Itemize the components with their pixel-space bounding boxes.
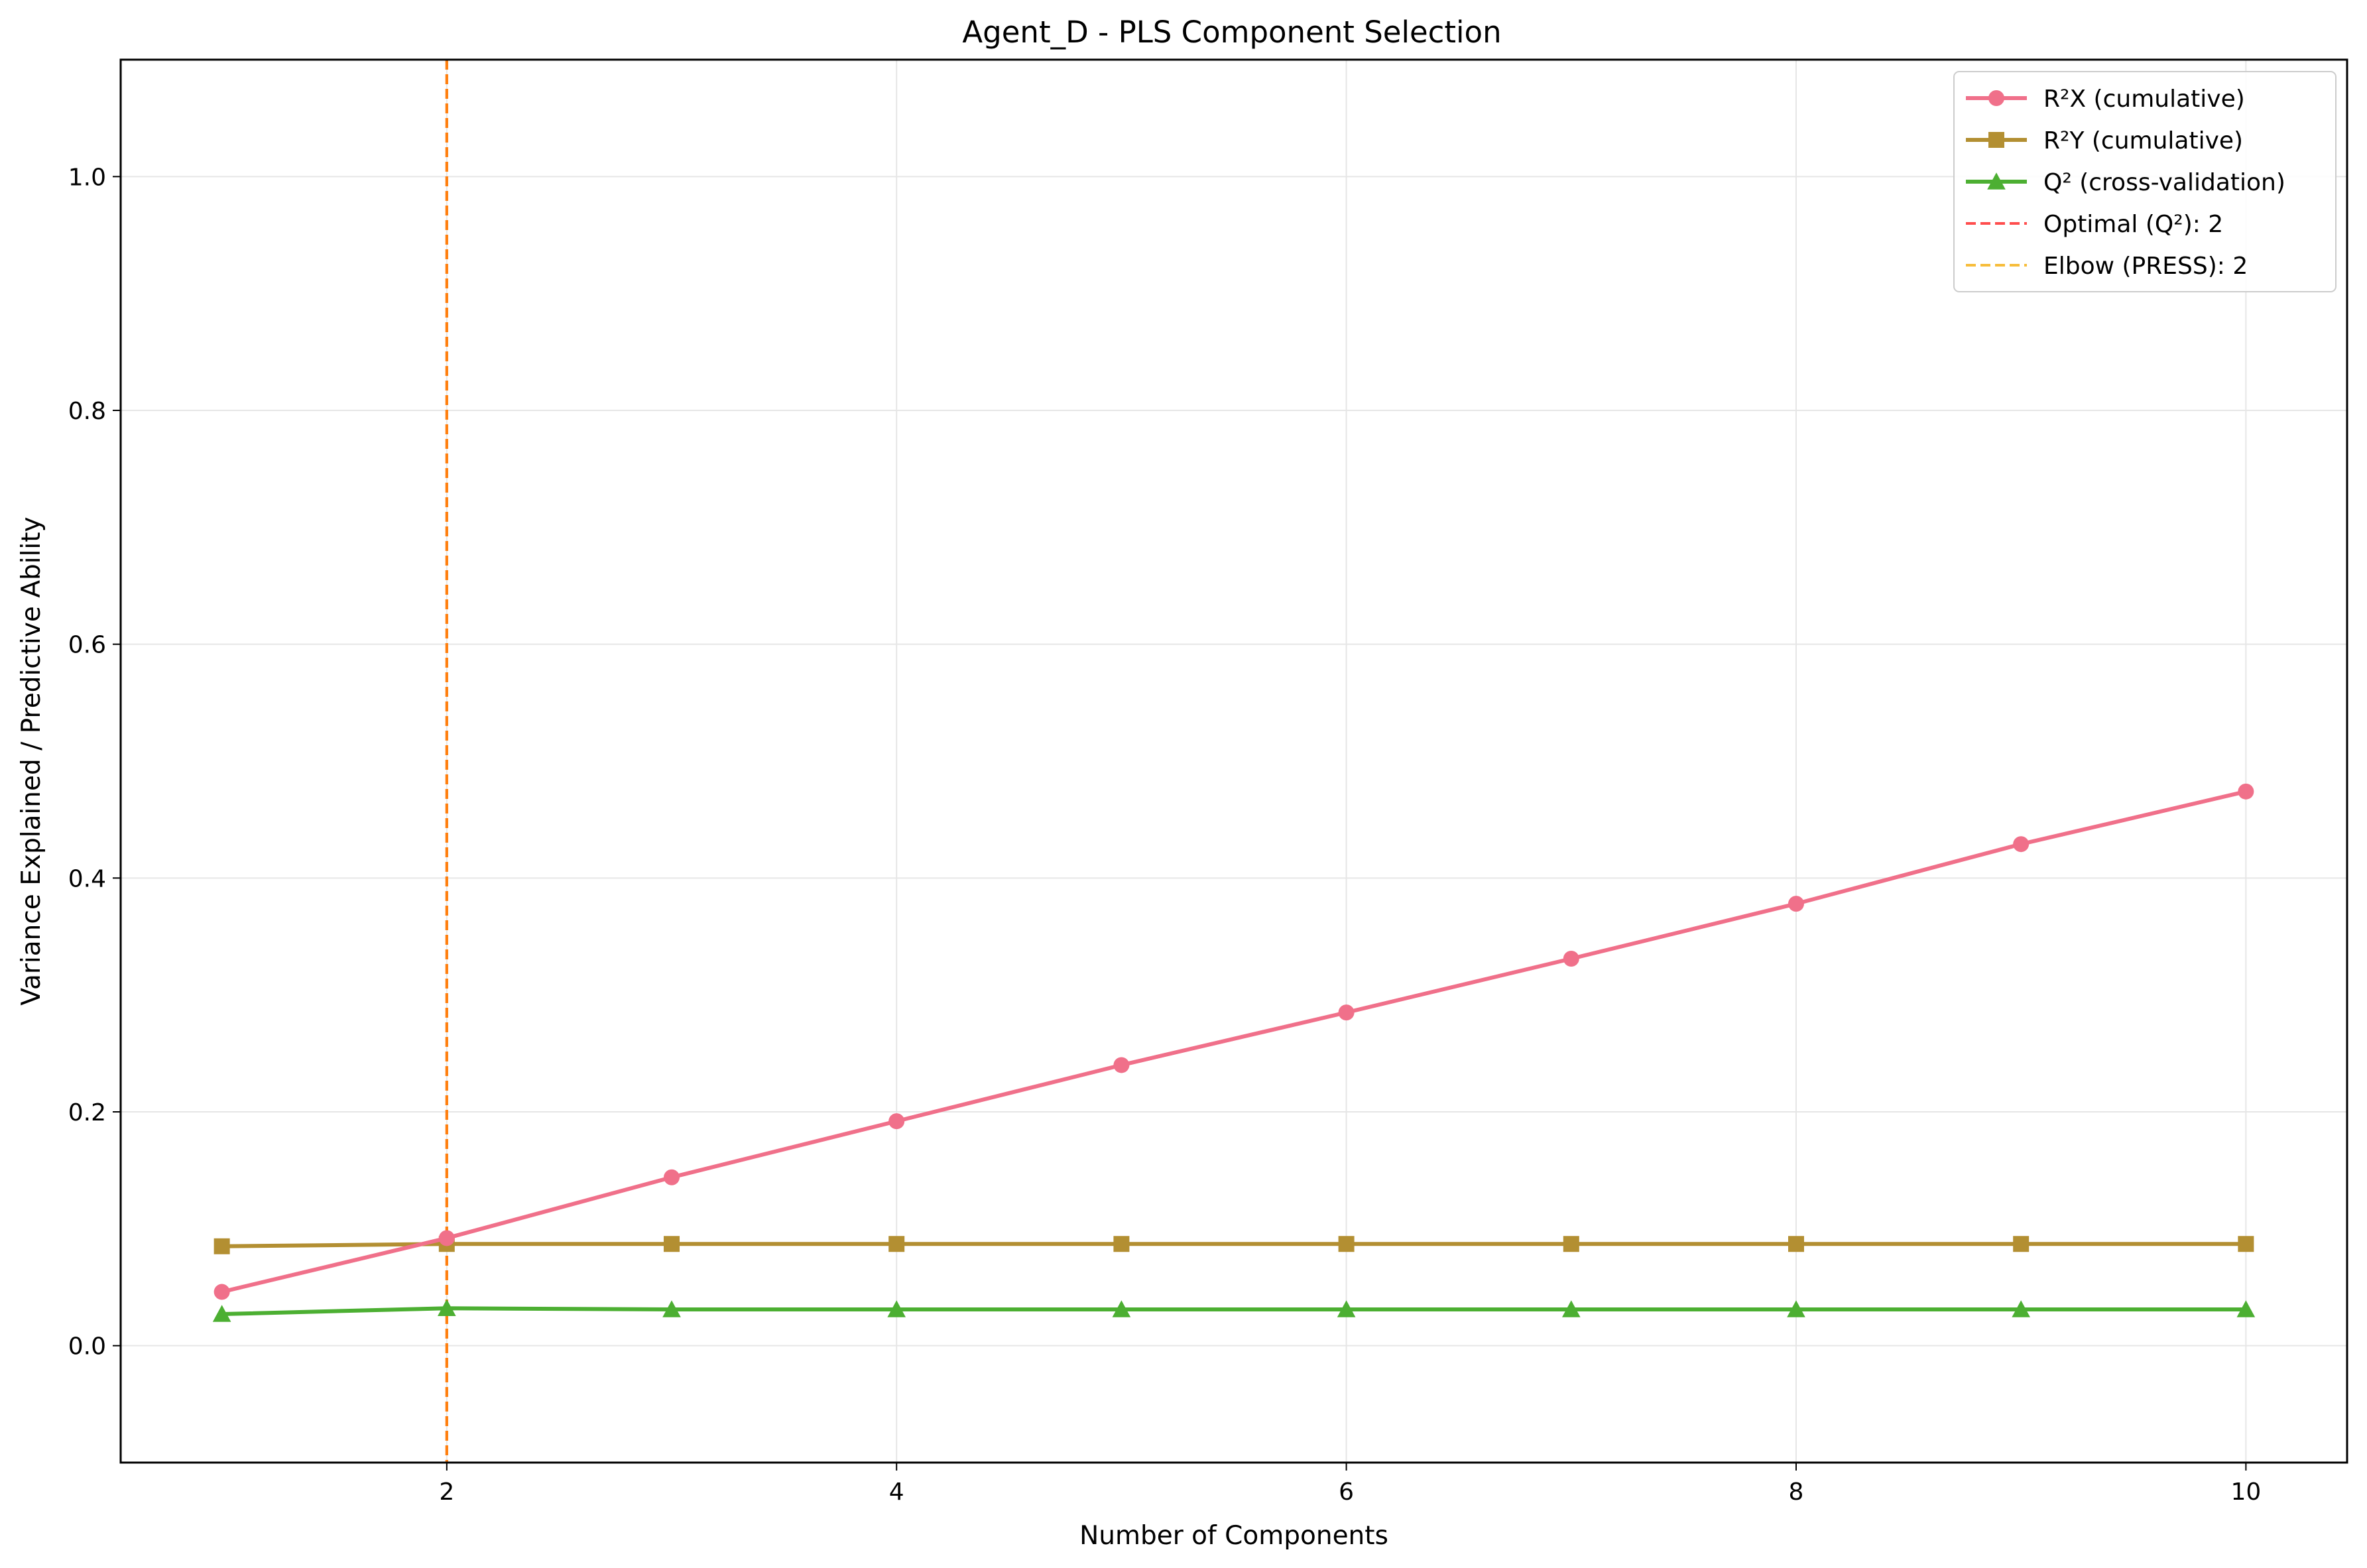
x-tick-label: 4	[889, 1478, 904, 1506]
data-point-r2x	[664, 1169, 680, 1185]
data-point-q2	[887, 1300, 906, 1317]
data-point-r2x	[2013, 836, 2030, 853]
x-tick-label: 8	[1789, 1478, 1804, 1506]
legend-label-elbow: Elbow (PRESS): 2	[2043, 253, 2248, 280]
data-point-r2y	[213, 1238, 230, 1254]
y-tick-label: 0.8	[68, 398, 106, 425]
y-tick-label: 0.0	[68, 1333, 106, 1360]
y-tick-label: 0.4	[68, 865, 106, 892]
x-tick-label: 10	[2230, 1478, 2261, 1506]
x-tick-label: 6	[1339, 1478, 1354, 1506]
data-point-q2	[1787, 1300, 1805, 1317]
data-point-r2y	[1338, 1236, 1355, 1252]
series-line-r2y	[221, 1242, 2246, 1248]
data-point-r2y	[1788, 1236, 1804, 1252]
chart-title: Agent_D - PLS Component Selection	[962, 15, 1501, 50]
data-point-r2y	[1563, 1236, 1579, 1252]
legend-marker-r2x	[1988, 90, 2004, 106]
data-point-r2x	[1113, 1057, 1130, 1073]
data-point-q2	[438, 1299, 456, 1316]
data-point-q2	[1112, 1300, 1131, 1317]
data-point-r2y	[664, 1236, 680, 1252]
data-point-r2x	[1563, 951, 1579, 967]
legend-marker-r2y	[1988, 132, 2004, 148]
y-tick-label: 0.6	[68, 632, 106, 659]
y-tick-label: 1.0	[68, 164, 106, 191]
data-point-r2y	[2238, 1236, 2254, 1252]
series-q2	[212, 1299, 2256, 1322]
legend-item-q2: Q² (cross-validation)	[1966, 169, 2285, 196]
data-point-q2	[2012, 1300, 2030, 1317]
data-point-r2x	[1788, 896, 1804, 912]
legend-item-optimal: Optimal (Q²): 2	[1966, 211, 2223, 238]
series-line-q2	[221, 1306, 2246, 1317]
y-tick-label: 0.2	[68, 1099, 106, 1126]
legend-label-r2y: R²Y (cumulative)	[2043, 127, 2243, 154]
legend: R²X (cumulative) R²Y (cumulative) Q² (cros…	[1953, 71, 2337, 292]
data-point-r2y	[888, 1236, 905, 1252]
series-line-r2x	[221, 789, 2247, 1294]
legend-frame	[1953, 71, 2337, 292]
legend-item-r2x: R²X (cumulative)	[1966, 86, 2245, 113]
legend-item-r2y: R²Y (cumulative)	[1966, 127, 2243, 154]
series-r2y	[213, 1236, 2254, 1254]
x-axis-label: Number of Components	[1079, 1521, 1388, 1551]
plot-area-frame	[119, 58, 2348, 1464]
data-point-r2x	[888, 1113, 905, 1130]
legend-label-q2: Q² (cross-validation)	[2043, 169, 2285, 196]
data-point-q2	[1561, 1300, 1581, 1317]
series-r2x	[213, 783, 2254, 1300]
y-axis-label: Variance Explained / Predictive Ability	[17, 516, 46, 1005]
plot-series	[212, 783, 2256, 1322]
data-point-r2x	[438, 1230, 455, 1246]
data-point-r2y	[1113, 1236, 1130, 1252]
legend-label-optimal: Optimal (Q²): 2	[2043, 211, 2223, 238]
legend-marker-q2	[1987, 172, 2006, 190]
data-point-q2	[662, 1300, 681, 1317]
data-point-r2y	[2013, 1236, 2030, 1252]
data-point-r2x	[2238, 783, 2254, 800]
legend-label-r2x: R²X (cumulative)	[2043, 86, 2245, 113]
data-point-r2x	[213, 1284, 230, 1300]
legend-item-elbow: Elbow (PRESS): 2	[1966, 253, 2248, 280]
x-tick-label: 2	[439, 1478, 454, 1506]
data-point-q2	[212, 1305, 231, 1322]
data-point-q2	[1337, 1300, 1356, 1317]
data-point-q2	[2236, 1300, 2256, 1317]
data-point-r2x	[1338, 1004, 1355, 1021]
axis-ticks: 2 4 6 8 10 0.0 0.2 0.4 0.6 0.8 1.0	[68, 164, 2262, 1506]
